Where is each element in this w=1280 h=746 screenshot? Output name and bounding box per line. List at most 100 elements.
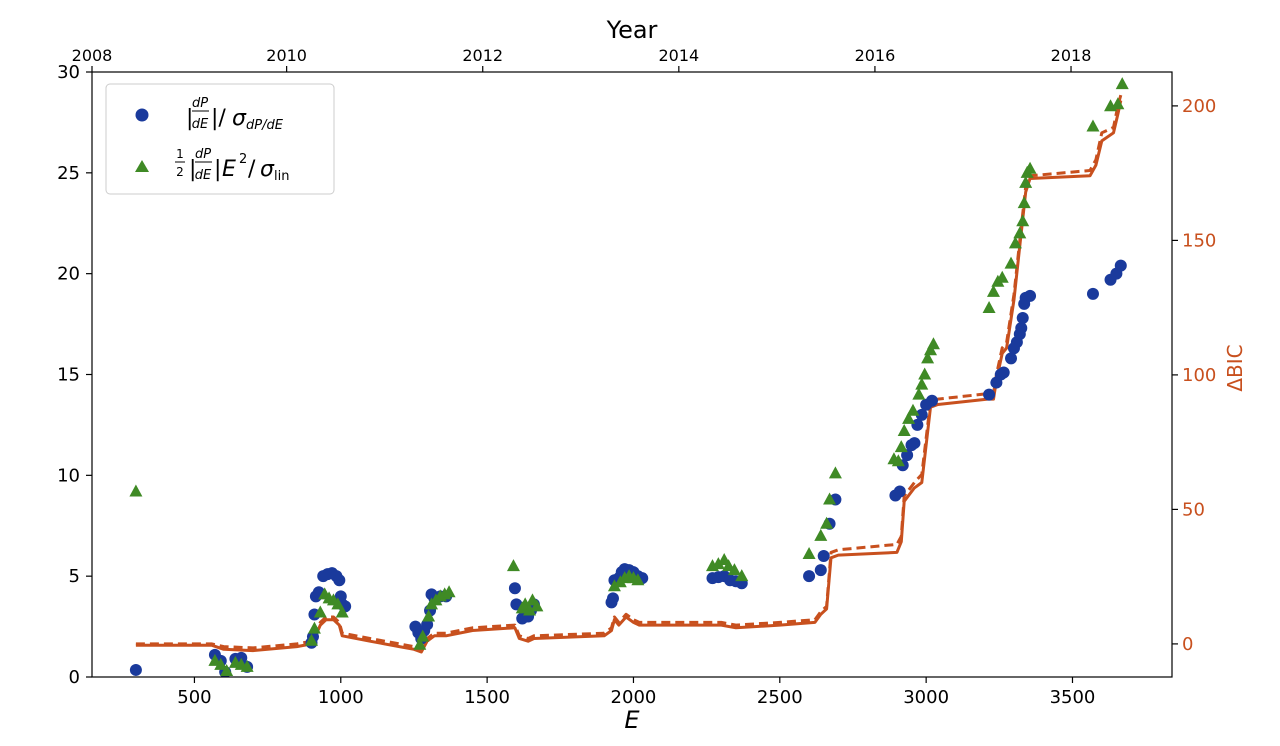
svg-text:|: | [189, 157, 196, 182]
y2-tick-label: 0 [1182, 634, 1193, 655]
triangle-data-point [631, 573, 645, 586]
x-tick-label: 2000 [611, 687, 657, 708]
svg-text:|/: |/ [211, 106, 226, 131]
circle-data-point [1015, 322, 1028, 335]
legend-box [105, 83, 335, 195]
triangle-data-point [897, 423, 911, 436]
circle-data-point [997, 366, 1010, 379]
svg-text:dP: dP [195, 147, 211, 162]
legend: | dP dE |/ σ dP/dE 1 2 | dP dE | E 2 / σ… [105, 83, 335, 195]
svg-text:2: 2 [176, 165, 184, 179]
triangle-data-point [240, 659, 254, 672]
circle-data-point [908, 437, 921, 450]
triangle-data-point [906, 403, 920, 416]
triangle-data-point [735, 569, 749, 582]
right-y-axis-ticks: 0 50 100 150 200 [1172, 96, 1216, 655]
circle-data-point [606, 592, 619, 605]
svg-text:dE: dE [192, 117, 209, 132]
y-tick-label: 5 [69, 566, 80, 587]
triangle-data-point [823, 492, 837, 505]
svg-text:|: | [214, 157, 221, 182]
circle-data-point [926, 394, 938, 407]
triangle-data-point [416, 629, 430, 642]
svg-text:/: / [248, 157, 256, 182]
triangle-data-point [1111, 97, 1125, 110]
y2-tick-label: 50 [1182, 499, 1205, 520]
top-axis-ticks: 2008 2010 2012 2014 2016 2018 [72, 46, 1092, 72]
triangle-data-point [982, 300, 996, 313]
top-tick-label: 2014 [658, 46, 699, 65]
triangle-data-point [305, 633, 319, 646]
triangle-data-point [924, 343, 938, 356]
circle-data-point [129, 663, 142, 676]
x-axis-label: E [624, 706, 640, 734]
y-axis-ticks: 0 5 10 15 20 25 30 [57, 62, 92, 688]
triangle-data-point [335, 605, 349, 618]
triangle-data-point [986, 284, 1000, 297]
triangle-data-point [1013, 226, 1027, 239]
svg-text:E: E [222, 157, 236, 182]
triangle-data-point [727, 563, 741, 576]
top-tick-label: 2010 [266, 46, 307, 65]
y-tick-label: 0 [69, 667, 80, 688]
x-axis-ticks: 500 1000 1500 2000 2500 3000 3500 [177, 677, 1095, 708]
right-axis-label: ΔBIC [1223, 344, 1247, 391]
circle-data-point [983, 388, 996, 401]
circle-data-point [421, 618, 434, 631]
x-tick-label: 1500 [464, 687, 510, 708]
svg-text:1: 1 [176, 147, 184, 161]
triangle-data-point [918, 367, 932, 380]
circle-data-point [1114, 259, 1127, 272]
triangle-data-point [926, 337, 940, 350]
svg-text:lin: lin [274, 169, 289, 184]
top-tick-label: 2018 [1051, 46, 1092, 65]
legend-circle-marker [135, 108, 149, 122]
bic-lines [135, 94, 1123, 654]
legend-triangle-marker [135, 160, 149, 172]
legend-label-triangle-series: 1 2 | dP dE | E 2 / σ lin [175, 147, 289, 184]
circle-data-point [508, 582, 521, 595]
y2-tick-label: 150 [1182, 230, 1216, 251]
triangle-data-point [442, 585, 456, 598]
circle-data-point [1024, 289, 1037, 302]
circle-data-point [911, 418, 924, 431]
x-tick-label: 3500 [1050, 687, 1096, 708]
triangle-data-point [915, 377, 929, 390]
triangle-data-point [1008, 236, 1022, 249]
y-tick-label: 15 [57, 365, 80, 386]
triangle-data-point [1086, 119, 1100, 132]
y-tick-label: 10 [57, 465, 80, 486]
svg-text:σ: σ [260, 157, 275, 182]
svg-text:dP/dE: dP/dE [246, 118, 284, 133]
circle-data-point [235, 651, 248, 664]
bic-dashed-line [135, 94, 1123, 651]
y-tick-label: 20 [57, 264, 80, 285]
svg-text:dE: dE [195, 168, 212, 183]
y-tick-label: 25 [57, 163, 80, 184]
triangle-data-point [902, 411, 916, 424]
circle-data-point [803, 570, 816, 583]
bic-solid-line [135, 100, 1123, 654]
x-tick-label: 1000 [318, 687, 364, 708]
top-tick-label: 2012 [462, 46, 503, 65]
triangle-data-point [894, 440, 908, 453]
y2-tick-label: 200 [1182, 96, 1216, 117]
triangle-data-point [912, 387, 926, 400]
triangle-data-point [607, 579, 621, 592]
legend-label-circle-series: | dP dE |/ σ dP/dE [186, 96, 284, 133]
circle-data-point [901, 449, 914, 462]
triangle-data-point [1016, 214, 1030, 227]
triangle-data-point [523, 603, 537, 616]
triangle-data-point [1019, 175, 1033, 188]
triangle-data-point [214, 657, 228, 670]
triangle-data-point [820, 516, 834, 529]
triangle-data-point [506, 559, 520, 572]
circle-data-point [333, 574, 346, 587]
circle-data-point [817, 550, 830, 562]
triangle-data-point [413, 637, 427, 650]
triangle-data-point [921, 351, 935, 364]
triangle-data-point [995, 270, 1009, 283]
svg-text:σ: σ [232, 106, 247, 131]
y-tick-label: 30 [57, 62, 80, 83]
